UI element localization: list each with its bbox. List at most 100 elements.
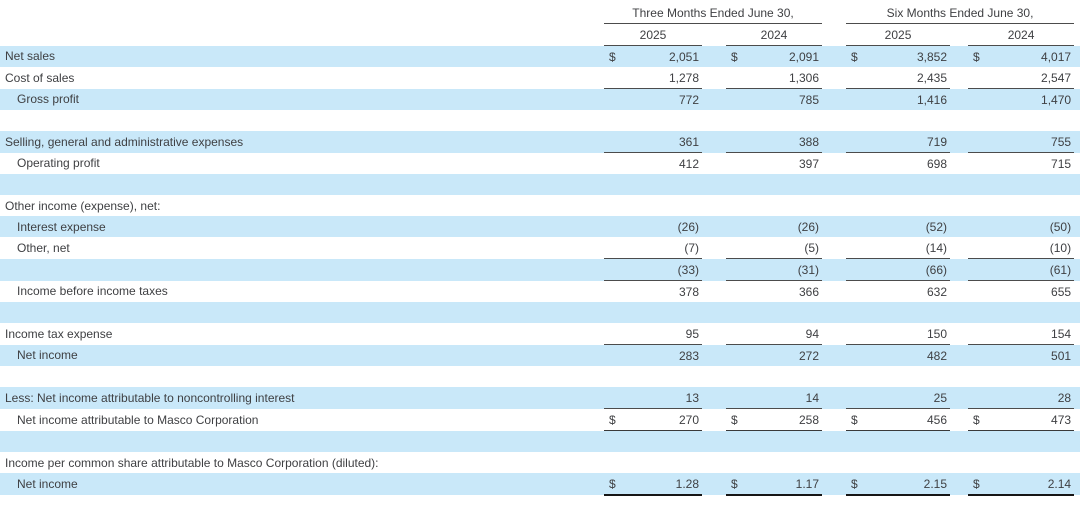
currency-cell [726, 452, 750, 473]
currency-cell: $ [604, 45, 628, 67]
row-label: Less: Net income attributable to noncont… [0, 387, 604, 409]
value-cell: (26) [750, 216, 823, 237]
table-row: (33) (31) (66) (61) [0, 258, 1080, 281]
column-gap [950, 67, 968, 89]
currency-cell: $ [846, 408, 871, 431]
currency-cell [726, 110, 750, 131]
value-cell: 1.28 [628, 473, 702, 496]
currency-cell [726, 237, 750, 259]
row-label: Interest expense [0, 216, 604, 237]
table-body: Net sales $2,051 $2,091 $3,852 $4,017 Cost of… [0, 45, 1080, 496]
column-gap [822, 258, 847, 281]
value-cell: 378 [628, 280, 702, 302]
value-cell [750, 430, 823, 452]
currency-cell [968, 344, 993, 366]
currency-cell [726, 131, 750, 153]
value-cell: 150 [927, 326, 948, 341]
currency-cell: $ [726, 408, 750, 431]
column-gap [702, 174, 726, 195]
row-pad [1074, 473, 1080, 495]
currency-cell [726, 258, 750, 281]
row-label: Other income (expense), net: [5, 198, 161, 213]
row-label: Net income [0, 473, 604, 495]
column-gap [822, 473, 847, 495]
column-gap [702, 302, 726, 323]
value-cell: 772 [628, 88, 702, 110]
column-gap [702, 131, 726, 153]
table-row: Income tax expense 95 94 150 154 [0, 323, 1080, 345]
value-cell: 2.14 [992, 473, 1075, 496]
currency-cell [726, 366, 750, 387]
row-pad [1074, 153, 1080, 175]
table-header: Three Months Ended June 30, Six Months E… [0, 2, 1080, 46]
column-gap [822, 88, 847, 110]
value-cell [750, 452, 822, 473]
column-gap [702, 323, 726, 345]
currency-cell [968, 387, 993, 409]
currency-cell [846, 216, 871, 237]
column-gap [950, 366, 968, 387]
column-gap [702, 281, 726, 303]
row-label [0, 302, 604, 323]
value-cell: (66) [870, 258, 951, 281]
column-gap [950, 88, 969, 110]
year-header-h-2025: 2025 [846, 23, 951, 46]
value-cell [870, 110, 950, 131]
currency-cell [968, 237, 992, 259]
value-cell: 258 [750, 408, 823, 431]
value-cell: 94 [805, 326, 820, 341]
column-gap [950, 344, 969, 366]
column-gap [702, 430, 726, 452]
row-pad [1074, 323, 1080, 345]
table-row: Income before income taxes 378 366 632 655 [0, 280, 1080, 303]
row-label: Net income attributable to Masco Corpora… [17, 412, 259, 427]
column-gap [702, 237, 726, 259]
column-gap [702, 67, 726, 89]
column-gap [822, 174, 847, 195]
currency-cell [846, 323, 870, 345]
value-cell: (5) [804, 240, 820, 255]
value-cell: 456 [870, 408, 951, 431]
table-row [0, 110, 1080, 131]
value-cell: 154 [1051, 326, 1072, 341]
row-pad [1074, 452, 1080, 473]
column-gap [822, 45, 847, 67]
row-pad [1074, 174, 1080, 195]
row-pad [1074, 430, 1080, 452]
column-gap [702, 387, 726, 409]
currency-cell [846, 302, 871, 323]
column-gap [950, 216, 969, 237]
column-gap [702, 258, 726, 281]
value-cell: (14) [925, 240, 948, 255]
currency-cell [604, 152, 628, 174]
value-cell [870, 195, 950, 216]
currency-cell [604, 387, 628, 409]
column-gap [822, 237, 846, 259]
row-label [0, 430, 604, 452]
currency-cell [604, 430, 628, 452]
currency-cell [604, 216, 628, 237]
currency-cell [968, 323, 992, 345]
row-pad [1074, 387, 1080, 409]
column-gap [950, 45, 969, 67]
currency-cell [968, 195, 992, 216]
value-cell: 755 [992, 131, 1075, 153]
column-gap [950, 153, 968, 175]
currency-cell: $ [968, 473, 993, 496]
row-pad [1074, 281, 1080, 303]
currency-cell [726, 67, 750, 89]
currency-cell [846, 67, 870, 89]
row-pad [1074, 67, 1080, 89]
currency-cell: $ [846, 45, 871, 67]
value-cell: 1,416 [870, 88, 951, 110]
column-gap [950, 281, 968, 303]
row-pad [1074, 366, 1080, 387]
value-cell [992, 110, 1074, 131]
row-pad [1074, 195, 1080, 216]
value-cell [992, 302, 1075, 323]
value-cell: 2,547 [1041, 70, 1072, 85]
row-label: Income tax expense [5, 326, 113, 341]
column-gap [702, 216, 726, 237]
column-gap [702, 344, 726, 366]
period-header-six-months: Six Months Ended June 30, [846, 2, 1075, 24]
